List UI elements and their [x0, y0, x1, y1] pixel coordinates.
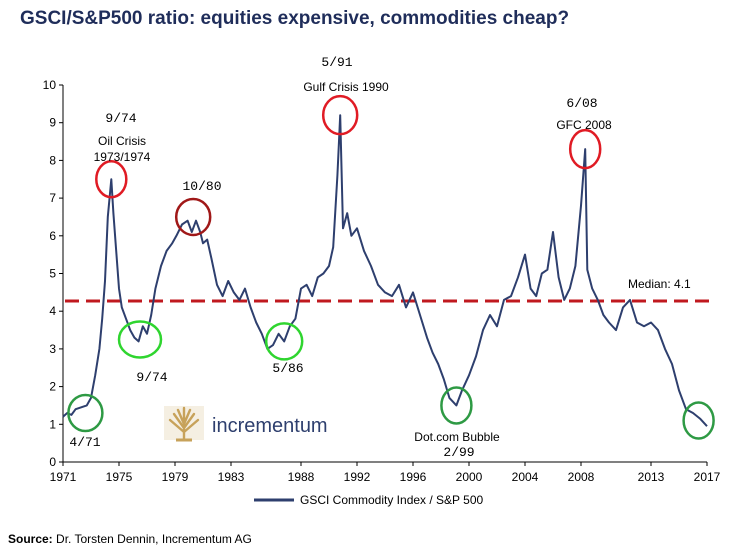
highlight-circle	[682, 401, 715, 440]
x-tick-label: 1975	[106, 470, 133, 484]
annotation-label: Dot.com Bubble	[414, 430, 500, 444]
series-layer	[62, 114, 708, 427]
page-title: GSCI/S&P500 ratio: equities expensive, c…	[20, 8, 570, 29]
annotation-label: GFC 2008	[556, 118, 612, 132]
logo-text: incrementum	[212, 415, 328, 437]
x-tick-label: 2008	[568, 470, 595, 484]
x-tick-label: 2004	[512, 470, 539, 484]
highlight-circle	[264, 322, 304, 361]
median-line-group: Median: 4.1	[65, 277, 715, 303]
y-tick-label: 6	[49, 229, 56, 243]
source-note: Source: Dr. Torsten Dennin, Incrementum …	[8, 532, 252, 546]
annotation-label: 1973/1974	[94, 150, 151, 164]
annotation-date: 5/86	[272, 361, 303, 376]
annotation-date: 6/08	[566, 96, 597, 111]
legend-label: GSCI Commodity Index / S&P 500	[300, 493, 484, 507]
annotation-date: 9/74	[136, 370, 167, 385]
highlight-circle	[321, 94, 359, 136]
annotation-date: 2/99	[443, 445, 474, 460]
annotation-date: 9/74	[105, 111, 136, 126]
source-label: Source:	[8, 532, 53, 546]
annotation-label: Oil Crisis	[98, 134, 146, 148]
highlight-circle	[117, 320, 163, 359]
y-tick-label: 9	[49, 116, 56, 130]
y-tick-label: 5	[49, 267, 56, 281]
annotation-date: 10/80	[182, 179, 221, 194]
annotation-date: 4/71	[69, 435, 100, 450]
tree-icon	[164, 406, 204, 442]
incrementum-logo: incrementum	[164, 406, 328, 442]
x-tick-label: 1983	[218, 470, 245, 484]
x-tick-label: 2000	[456, 470, 483, 484]
y-tick-label: 2	[49, 380, 56, 394]
axes: 0 1 2 3 4 5 6 7 8 9 10 1971 1975 1979 1983 1988 1992 1996…	[43, 78, 721, 484]
highlight-circle	[174, 197, 212, 237]
legend: GSCI Commodity Index / S&P 500	[254, 493, 484, 507]
y-tick-label: 3	[49, 342, 56, 356]
annotation-date: 5/91	[321, 55, 352, 70]
y-tick-label: 4	[49, 304, 56, 318]
x-tick-label: 1992	[344, 470, 371, 484]
highlight-circle	[95, 160, 128, 199]
x-tick-label: 1996	[400, 470, 427, 484]
y-tick-label: 10	[43, 78, 57, 92]
annotation-label: Gulf Crisis 1990	[303, 80, 389, 94]
y-tick-label: 7	[49, 191, 56, 205]
highlight-circle	[67, 393, 104, 433]
series-line	[62, 114, 708, 427]
x-tick-label: 1971	[50, 470, 77, 484]
highlight-circle	[568, 128, 602, 170]
x-tick-label: 2017	[694, 470, 721, 484]
x-tick-label: 2013	[638, 470, 665, 484]
annotations: 9/74 Oil Crisis 1973/1974 10/80 5/91 Gulf Cri…	[67, 55, 715, 460]
x-tick-label: 1988	[288, 470, 315, 484]
y-tick-label: 1	[49, 417, 56, 431]
y-tick-label: 0	[49, 455, 56, 469]
y-tick-label: 8	[49, 153, 56, 167]
x-tick-label: 1979	[162, 470, 189, 484]
median-label: Median: 4.1	[628, 277, 691, 291]
highlight-circle	[440, 386, 473, 425]
source-text: Dr. Torsten Dennin, Incrementum AG	[52, 532, 252, 546]
